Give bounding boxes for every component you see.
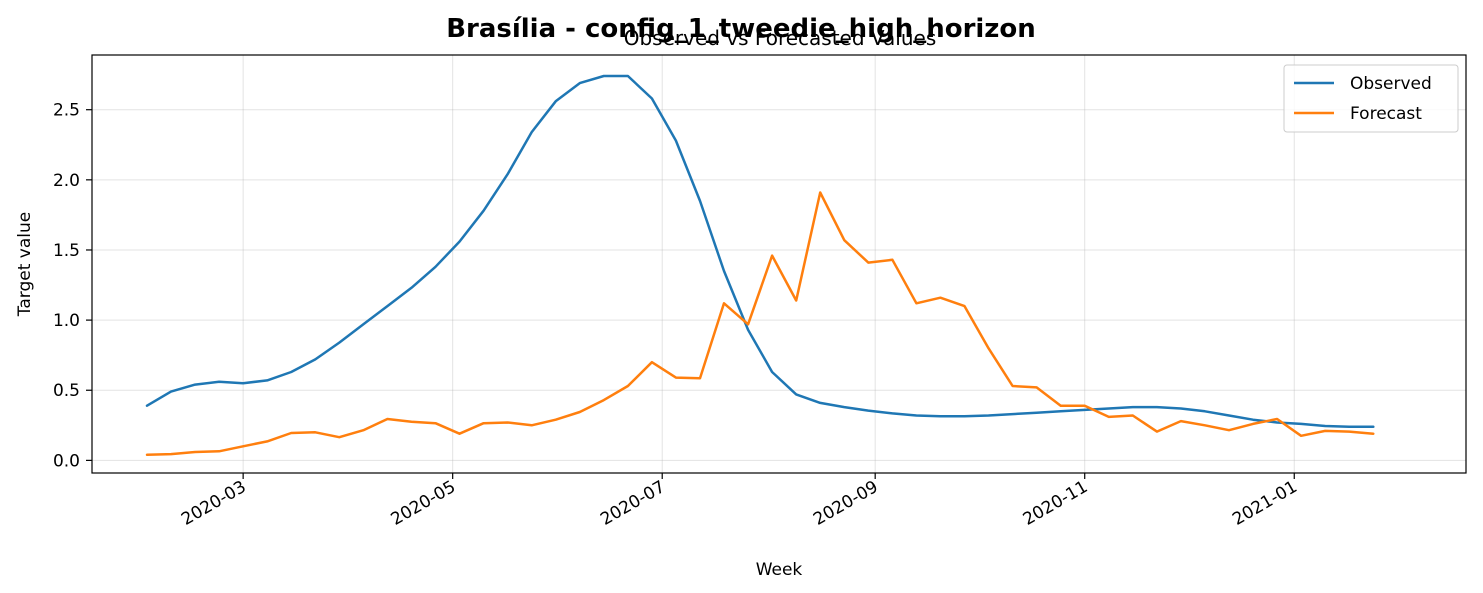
- y-tick-label: 1.5: [53, 241, 80, 261]
- x-axis-label: Week: [756, 560, 803, 580]
- y-axis: 0.0 0.5 1.0 1.5 2.0 2.5: [53, 101, 92, 471]
- y-tick-label: 1.0: [53, 311, 80, 331]
- chart-title: Observed vs Forecasted Values: [624, 26, 937, 50]
- y-tick-label: 2.5: [53, 101, 80, 121]
- y-tick-label: 0.5: [53, 381, 80, 401]
- series-layer: [145, 74, 1375, 457]
- chart-suptitle: Brasília - config_1_tweedie_high_horizon: [446, 14, 1036, 44]
- series-line-forecast: [145, 191, 1375, 457]
- legend-label-forecast: Forecast: [1350, 104, 1422, 124]
- plot-frame: [91, 54, 1467, 474]
- legend: Observed Forecast: [1283, 64, 1459, 133]
- y-axis-label: Target value: [15, 212, 35, 317]
- series-line-observed: [145, 74, 1375, 428]
- y-tick-label: 2.0: [53, 171, 80, 191]
- legend-label-observed: Observed: [1350, 74, 1432, 94]
- grid: [92, 55, 1466, 473]
- y-tick-label: 0.0: [53, 451, 80, 471]
